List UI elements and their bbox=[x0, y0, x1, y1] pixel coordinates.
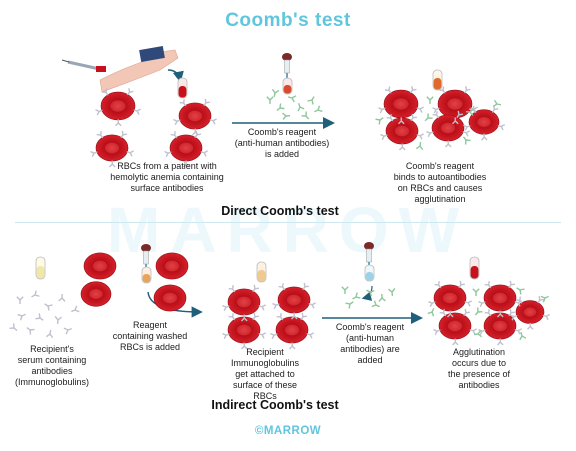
caption-direct-result: Coomb's reagent binds to autoantibodies … bbox=[370, 161, 510, 205]
dropper-icon bbox=[141, 244, 151, 283]
rbc-icon bbox=[154, 285, 186, 311]
dropper-icon bbox=[364, 242, 374, 281]
antibody-icon bbox=[9, 323, 19, 333]
rbc-icon bbox=[84, 253, 116, 279]
antibody-icon bbox=[427, 97, 433, 104]
caption-washed-rbcs: Reagent containing washed RBCs is added bbox=[90, 320, 210, 353]
rbc-icon bbox=[384, 90, 418, 118]
antibody-icon bbox=[313, 106, 322, 115]
section-divider bbox=[15, 222, 561, 223]
brand-logo: ©MARROW bbox=[0, 425, 576, 437]
rbc-icon bbox=[170, 135, 202, 161]
antibody-icon bbox=[379, 294, 386, 302]
antibody-icon bbox=[275, 104, 285, 113]
rbc-icon bbox=[484, 313, 516, 339]
antibody-icon bbox=[296, 102, 305, 111]
rbc-icon bbox=[484, 285, 516, 311]
rbc-icon bbox=[438, 90, 472, 118]
antibody-icon bbox=[376, 115, 386, 124]
caption-immunoglobulins-attached: Recipient Immunoglobulins get attached t… bbox=[210, 347, 320, 402]
antibody-icon bbox=[43, 301, 52, 310]
antibody-icon bbox=[351, 293, 360, 302]
antibody-icon bbox=[416, 142, 423, 150]
dropper-icon bbox=[282, 53, 292, 94]
caption-indirect-reagent: Coomb's reagent (anti-human antibodies) … bbox=[320, 322, 420, 366]
caption-indirect-result: Agglutination occurs due to the presence… bbox=[424, 347, 534, 391]
patient-arm-syringe-icon bbox=[62, 46, 178, 92]
flow-arrow bbox=[168, 70, 180, 80]
caption-recipient-serum: Recipient's serum containing antibodies … bbox=[2, 344, 102, 388]
antibody-icon bbox=[388, 288, 395, 296]
antibody-icon bbox=[399, 144, 405, 150]
rbc-icon bbox=[81, 282, 111, 307]
antibody-icon bbox=[283, 112, 291, 119]
test-tube-icon bbox=[36, 257, 45, 279]
indirect-test-heading: Indirect Coomb's test bbox=[160, 398, 390, 412]
rbc-icon bbox=[228, 289, 260, 315]
rbc-icon bbox=[276, 317, 308, 343]
antibody-icon bbox=[515, 285, 525, 294]
rbc-icon bbox=[434, 285, 466, 311]
caption-patient-rbcs: RBCs from a patient with hemolytic anemi… bbox=[72, 161, 262, 194]
rbc-icon bbox=[432, 115, 464, 141]
antibody-icon bbox=[346, 299, 356, 308]
test-tube-icon bbox=[178, 78, 187, 98]
rbc-icon bbox=[179, 103, 211, 129]
antibody-icon bbox=[308, 95, 317, 104]
rbc-icon bbox=[278, 287, 310, 313]
test-tube-icon bbox=[470, 257, 479, 279]
antibody-icon bbox=[423, 113, 433, 123]
antibody-icon bbox=[527, 323, 533, 329]
antibody-icon bbox=[70, 306, 79, 315]
antibody-icon bbox=[541, 293, 550, 302]
rbc-icon bbox=[469, 110, 499, 135]
antibody-icon bbox=[473, 307, 483, 317]
antibody-icon bbox=[301, 111, 311, 121]
antibody-icon bbox=[497, 339, 503, 345]
antibody-icon bbox=[461, 135, 471, 145]
antibody-icon bbox=[445, 141, 451, 147]
antibody-icon bbox=[271, 89, 279, 97]
antibody-icon bbox=[54, 316, 61, 324]
antibody-icon bbox=[18, 311, 27, 320]
rbc-icon bbox=[516, 301, 544, 324]
rbc-icon bbox=[228, 317, 260, 343]
caption-direct-reagent: Coomb's reagent (anti-human antibodies) … bbox=[222, 127, 342, 160]
antibody-icon bbox=[46, 330, 53, 338]
rbc-icon bbox=[101, 92, 135, 120]
antibody-icon bbox=[59, 294, 66, 302]
antibody-icon bbox=[17, 297, 23, 304]
antibody-icon bbox=[481, 134, 487, 140]
antibody-icon bbox=[452, 339, 458, 345]
antibody-icon bbox=[342, 287, 348, 294]
antibody-icon bbox=[267, 97, 273, 104]
antibody-icon bbox=[36, 314, 46, 323]
rbc-icon bbox=[439, 313, 471, 339]
antibody-icon bbox=[30, 291, 39, 300]
rbc-icon bbox=[96, 135, 128, 161]
test-tube-icon bbox=[433, 70, 442, 90]
test-tube-icon bbox=[257, 262, 266, 282]
direct-test-heading: Direct Coomb's test bbox=[170, 204, 390, 218]
antibody-icon bbox=[473, 289, 479, 296]
antibody-icon bbox=[115, 119, 121, 125]
antibody-icon bbox=[287, 94, 296, 102]
antibody-icon bbox=[64, 326, 73, 334]
rbc-icon bbox=[156, 253, 188, 279]
antibody-icon bbox=[372, 301, 381, 310]
antibody-icon bbox=[428, 307, 437, 316]
antibody-icon bbox=[25, 325, 35, 334]
